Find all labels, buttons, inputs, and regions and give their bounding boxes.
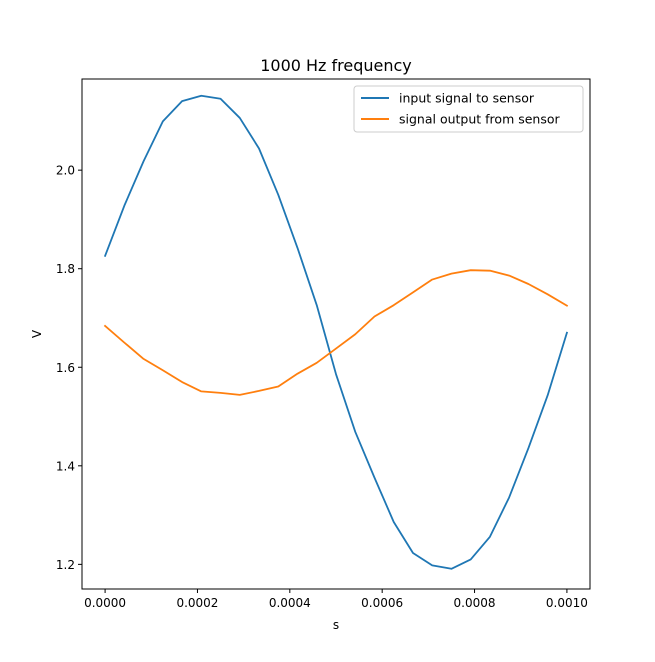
y-tick-label: 1.6 bbox=[56, 361, 75, 375]
y-axis: 1.2 1.4 1.6 1.8 2.0 bbox=[56, 164, 82, 572]
y-tick-label: 1.4 bbox=[56, 459, 75, 473]
x-tick-label: 0.0000 bbox=[84, 596, 126, 610]
x-tick-label: 0.0008 bbox=[454, 596, 496, 610]
series-line-1 bbox=[103, 269, 569, 396]
y-axis-label: V bbox=[30, 329, 44, 338]
y-tick-label: 1.8 bbox=[56, 262, 75, 276]
x-axis: 0.0000 0.0002 0.0004 0.0006 0.0008 0.0010 bbox=[84, 589, 588, 610]
legend: input signal to sensor signal output fro… bbox=[353, 85, 584, 133]
plot-layer bbox=[103, 94, 569, 570]
chart-title: 1000 Hz frequency bbox=[260, 56, 412, 75]
x-tick-label: 0.0002 bbox=[176, 596, 218, 610]
legend-label-input: input signal to sensor bbox=[399, 91, 535, 106]
plot-frame bbox=[81, 78, 591, 590]
legend-label-output: signal output from sensor bbox=[399, 112, 560, 127]
x-tick-label: 0.0006 bbox=[361, 596, 403, 610]
x-tick-label: 0.0010 bbox=[546, 596, 588, 610]
legend-box bbox=[353, 85, 584, 133]
x-axis-label: s bbox=[333, 618, 339, 632]
y-tick-label: 1.2 bbox=[56, 558, 75, 572]
x-tick-label: 0.0004 bbox=[269, 596, 311, 610]
series-line-0 bbox=[103, 94, 569, 570]
y-tick-label: 2.0 bbox=[56, 164, 75, 178]
